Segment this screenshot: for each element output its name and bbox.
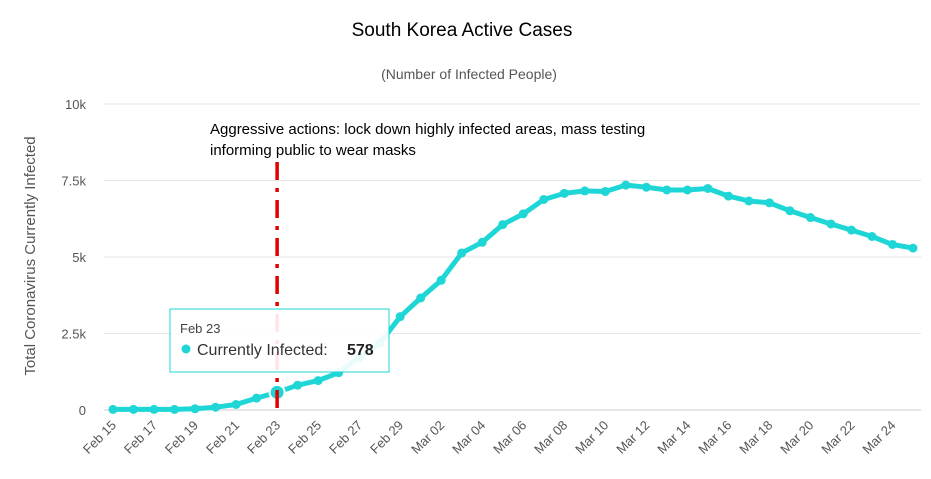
chart-subtitle: (Number of Infected People) bbox=[381, 66, 557, 82]
data-point bbox=[662, 185, 672, 195]
data-point bbox=[600, 187, 610, 197]
data-point bbox=[293, 380, 303, 390]
x-axis-ticks: Feb 15 Feb 17 Feb 19 Feb 21 Feb 23 Feb 25 Feb … bbox=[80, 418, 899, 457]
data-point bbox=[211, 402, 221, 412]
y-tick-label: 0 bbox=[79, 403, 86, 418]
tooltip: Feb 23 Currently Infected: 578 bbox=[169, 308, 390, 373]
data-point bbox=[559, 188, 569, 198]
x-tick-label: Feb 17 bbox=[121, 418, 160, 457]
data-point bbox=[436, 275, 446, 285]
y-tick-label: 10k bbox=[65, 97, 86, 112]
annotation-line-1: Aggressive actions: lock down highly inf… bbox=[210, 121, 645, 138]
data-point bbox=[231, 399, 241, 409]
data-point bbox=[621, 180, 631, 190]
data-point bbox=[580, 186, 590, 196]
data-point bbox=[416, 293, 426, 303]
x-tick-label: Mar 06 bbox=[490, 418, 529, 457]
x-tick-label: Feb 23 bbox=[244, 418, 283, 457]
data-point bbox=[846, 225, 856, 235]
data-point bbox=[703, 183, 713, 193]
annotation-line-2: informing public to wear masks bbox=[210, 142, 416, 159]
data-point bbox=[867, 231, 877, 241]
x-tick-label: Feb 27 bbox=[326, 418, 365, 457]
x-tick-label: Mar 08 bbox=[531, 418, 570, 457]
x-tick-label: Mar 16 bbox=[695, 418, 734, 457]
y-axis-ticks: 0 2.5k 5k 7.5k 10k bbox=[61, 97, 86, 418]
data-point bbox=[518, 209, 528, 219]
tooltip-label: Currently Infected: bbox=[197, 342, 328, 359]
data-point bbox=[826, 219, 836, 229]
x-tick-label: Mar 04 bbox=[449, 418, 488, 457]
data-point bbox=[539, 194, 549, 204]
data-point bbox=[805, 213, 815, 223]
x-tick-label: Mar 14 bbox=[654, 418, 693, 457]
data-point bbox=[170, 404, 180, 414]
x-tick-label: Feb 21 bbox=[203, 418, 242, 457]
x-tick-label: Mar 20 bbox=[777, 418, 816, 457]
series-line bbox=[110, 182, 916, 412]
x-tick-label: Mar 02 bbox=[408, 418, 447, 457]
data-point bbox=[313, 376, 323, 386]
y-axis-label: Total Coronavirus Currently Infected bbox=[22, 136, 39, 375]
data-point bbox=[190, 404, 200, 414]
data-point bbox=[641, 182, 651, 192]
data-point bbox=[887, 239, 897, 249]
data-point bbox=[149, 404, 159, 414]
x-tick-label: Mar 18 bbox=[736, 418, 775, 457]
data-point bbox=[395, 312, 405, 322]
data-point bbox=[682, 185, 692, 195]
tooltip-series-marker bbox=[181, 344, 191, 354]
data-point bbox=[908, 243, 918, 253]
data-point bbox=[498, 220, 508, 230]
x-tick-label: Mar 24 bbox=[859, 418, 898, 457]
x-tick-label: Mar 12 bbox=[613, 418, 652, 457]
y-tick-label: 2.5k bbox=[61, 327, 86, 342]
x-tick-label: Feb 19 bbox=[162, 418, 201, 457]
y-tick-label: 5k bbox=[72, 250, 86, 265]
series-currently-infected bbox=[108, 180, 918, 414]
tooltip-value: 578 bbox=[347, 342, 374, 359]
data-point bbox=[457, 248, 467, 258]
data-point bbox=[129, 404, 139, 414]
x-tick-label: Mar 22 bbox=[818, 418, 857, 457]
data-point bbox=[108, 404, 118, 414]
y-tick-label: 7.5k bbox=[61, 174, 86, 189]
data-point bbox=[477, 237, 487, 247]
data-point bbox=[764, 198, 774, 208]
data-point bbox=[252, 393, 262, 403]
data-point bbox=[723, 191, 733, 201]
tooltip-date: Feb 23 bbox=[180, 321, 220, 336]
data-point bbox=[744, 196, 754, 206]
annotation-group: Aggressive actions: lock down highly inf… bbox=[210, 121, 645, 412]
x-tick-label: Feb 29 bbox=[367, 418, 406, 457]
tooltip-box bbox=[169, 308, 390, 373]
chart-title: South Korea Active Cases bbox=[352, 20, 573, 41]
x-tick-label: Feb 15 bbox=[80, 418, 119, 457]
data-point bbox=[785, 206, 795, 216]
x-tick-label: Mar 10 bbox=[572, 418, 611, 457]
x-tick-label: Feb 25 bbox=[285, 418, 324, 457]
